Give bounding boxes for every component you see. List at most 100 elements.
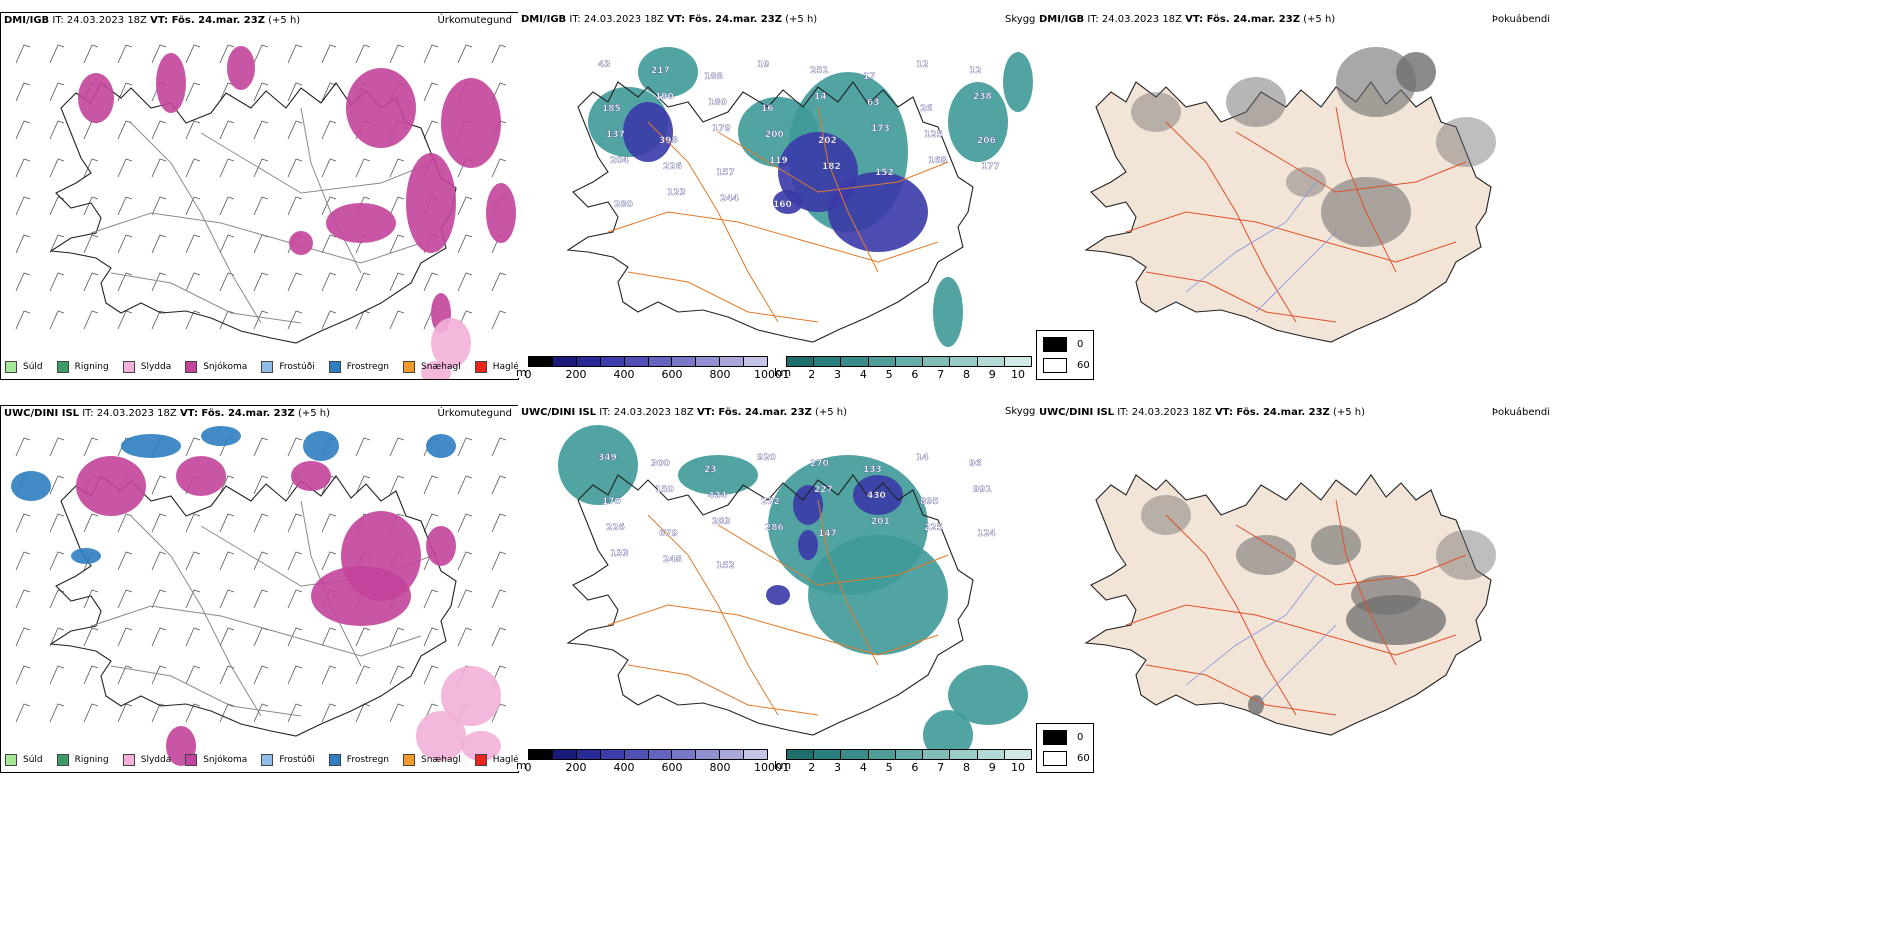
wind-barb [15,234,31,254]
colorbar-cell [720,750,745,759]
colorbar-tick-label: 2 [808,368,816,381]
legend-swatch [122,361,135,373]
snow-area [76,456,146,516]
legend-label: Súld [23,755,43,765]
legend-label: Rigning [74,362,109,372]
visibility-value: 133 [610,549,629,559]
visibility-value: 251 [810,66,829,76]
colorbar-tick-label: 400 [613,761,635,774]
wind-barb [49,589,65,609]
colorbar-cells [786,749,1032,760]
road-line [90,212,422,264]
wind-barb [253,310,269,330]
wind-barb [423,589,439,609]
colorbar-cell [841,750,869,759]
fog-area-area [1336,47,1416,117]
visibility-value: 180 [708,98,727,108]
legend-swatch [5,754,17,766]
fog-area-area [1131,92,1181,132]
rivers [1185,574,1337,706]
visibility-km-area-area [808,535,948,655]
wind-barb [185,627,201,647]
colorbar-cell [814,750,842,759]
wind-barb [15,665,31,685]
panel-kind-label: Þokuábendi [1491,407,1550,418]
legend-label: Súld [23,362,43,372]
colorbar-unit: km [774,366,792,379]
wind-barb [151,158,167,178]
road-line [717,524,949,586]
wind-barb [219,158,235,178]
legend-label: Snjókoma [203,362,248,372]
colorbar-cell [787,750,815,759]
wind-barb [117,703,133,723]
wind-barb [355,158,371,178]
wind-barb [117,120,133,140]
river-line [1185,181,1317,293]
colorbar-tick-label: 200 [565,761,587,774]
colorbar-cells [528,749,768,760]
fog-legend-label: 0 [1077,732,1084,743]
wind-barb [15,551,31,571]
colorbar-cell [552,750,577,759]
snow-area [227,46,255,90]
visibility-value: 12 [969,66,982,76]
colorbar-cell [895,750,924,759]
panel-header: DMI/IGB IT: 24.03.2023 18Z VT: Fös. 24.m… [1039,14,1336,25]
wind-barb [457,44,473,64]
wind-barb [287,120,303,140]
precip-map-top [15,44,516,379]
snow-area [441,78,501,168]
wind-barb [389,272,405,292]
visibility-value: 177 [981,162,1000,172]
wind-barb [219,665,235,685]
wind-barb [355,627,371,647]
wind-barb [321,627,337,647]
wind-barb [219,589,235,609]
fog-legend-swatch-light [1043,358,1067,373]
visibility-km-area-area [558,425,638,505]
colorbar-tick-label: 1000 [754,368,782,381]
colorbar-tick-label: 10 [1011,761,1025,774]
wind-barb [151,475,167,495]
colorbar-cell [624,357,649,366]
colorbar-cells [528,356,768,367]
fog-area-area [1236,535,1296,575]
wind-barb [287,437,303,457]
visibility-value: 991 [973,485,992,495]
wind-barb [117,272,133,292]
fog-area-area [1436,117,1496,167]
wind-barb [49,513,65,533]
colorbar-cell [744,750,768,759]
wind-barb [423,627,439,647]
roads [1125,106,1467,323]
visibility-value: 283 [712,517,731,527]
wind-barb [321,513,337,533]
wind-barb [151,234,167,254]
visibility-value: 160 [773,200,792,210]
colorbar-tick-label: 6 [911,761,919,774]
fog-legend-top: 0 60 [1036,330,1094,380]
fog-legend-swatch-dark [1043,730,1067,745]
snow-area [176,456,226,496]
wind-barb [253,627,269,647]
colorbar-tick-label: 200 [565,368,587,381]
wind-barb [253,82,269,102]
wind-barb [49,44,65,64]
visibility-m-area-area [853,475,903,515]
snow-area [311,566,411,626]
wind-barb [287,627,303,647]
wind-barb [185,551,201,571]
wind-barb [321,234,337,254]
snow-area [426,526,456,566]
colorbar-tick-label: 800 [709,368,731,381]
wind-barb [253,589,269,609]
wind-barb [49,120,65,140]
wind-barb [491,158,507,178]
river-line [1185,574,1317,686]
sleet-area [431,318,471,368]
road-line [647,514,779,716]
colorbar-cell [814,357,842,366]
wind-barb [185,589,201,609]
visibility-value: 173 [871,124,890,134]
